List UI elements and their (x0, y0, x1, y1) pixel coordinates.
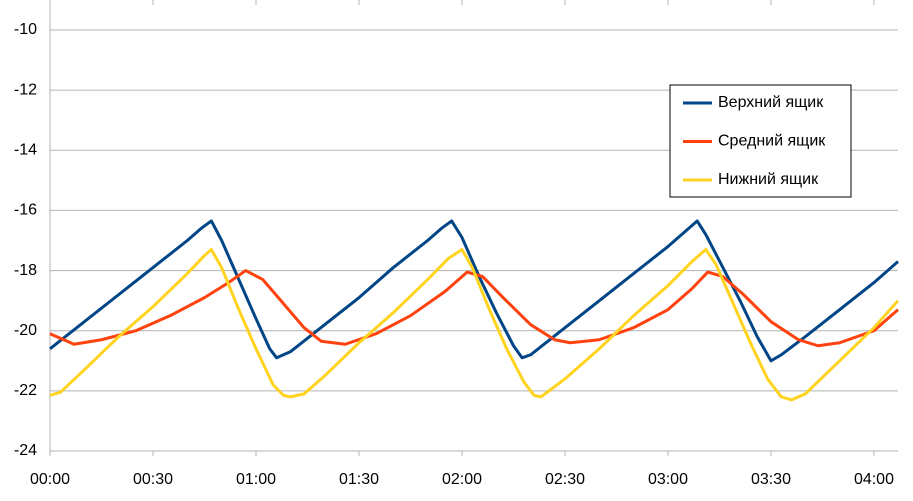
y-tick-label: -20 (14, 322, 37, 339)
y-tick-label: -14 (14, 142, 37, 159)
x-tick-label: 01:00 (236, 471, 276, 488)
legend-label: Верхний ящик (718, 94, 824, 111)
x-tick-label: 00:30 (133, 471, 173, 488)
x-tick-label: 03:00 (648, 471, 688, 488)
x-tick-label: 03:30 (751, 471, 791, 488)
x-tick-label: 02:00 (442, 471, 482, 488)
legend-label: Средний ящик (718, 133, 826, 150)
legend-label: Нижний ящик (718, 171, 819, 188)
x-tick-label: 00:00 (30, 471, 70, 488)
y-tick-label: -22 (14, 382, 37, 399)
y-tick-label: -10 (14, 21, 37, 38)
y-tick-label: -18 (14, 262, 37, 279)
y-tick-label: -12 (14, 81, 37, 98)
y-tick-label: -16 (14, 202, 37, 219)
x-tick-label: 04:00 (854, 471, 894, 488)
x-tick-label: 02:30 (545, 471, 585, 488)
x-tick-label: 01:30 (339, 471, 379, 488)
legend: Верхний ящик Средний ящик Нижний ящик (669, 84, 852, 198)
series-line (49, 248, 900, 402)
series-line (49, 269, 899, 348)
y-tick-label: -24 (14, 442, 37, 459)
